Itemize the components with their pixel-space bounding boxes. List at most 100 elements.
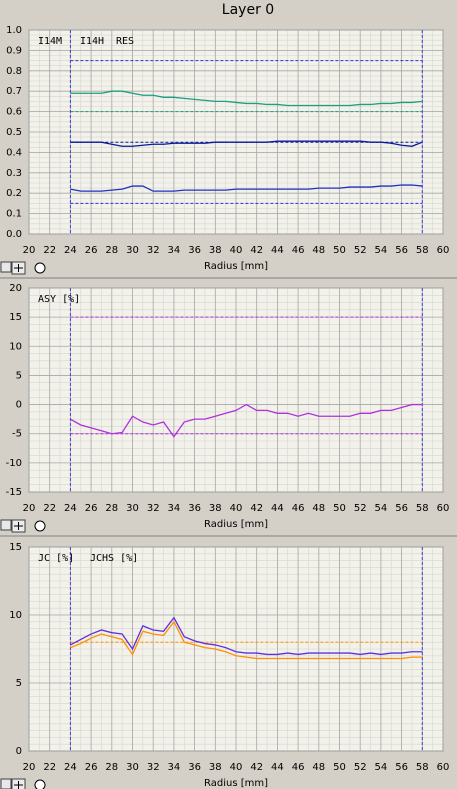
x-tick-label: 54 <box>375 245 388 256</box>
x-tick-label: 48 <box>312 503 325 514</box>
x-tick-label: 38 <box>209 503 222 514</box>
x-tick-label: 28 <box>105 762 118 773</box>
x-tick-label: 26 <box>85 503 98 514</box>
x-tick-label: 42 <box>250 503 263 514</box>
legend-entry: I14M <box>38 36 62 47</box>
y-tick-label: 0 <box>16 746 22 757</box>
y-tick-label: 0.6 <box>6 107 22 118</box>
x-tick-label: 52 <box>354 245 367 256</box>
x-tick-label: 34 <box>168 762 181 773</box>
legend-entry: JC [%] <box>38 553 74 564</box>
x-axis-label: Radius [mm] <box>204 261 268 272</box>
y-tick-label: 0 <box>16 400 22 411</box>
legend-entry: I14H <box>80 36 104 47</box>
x-tick-label: 50 <box>333 245 346 256</box>
y-tick-label: -15 <box>6 487 22 498</box>
pan-icon <box>34 262 46 274</box>
x-tick-label: 58 <box>416 245 429 256</box>
y-tick-label: 0.5 <box>6 127 22 138</box>
x-tick-label: 46 <box>292 762 305 773</box>
y-tick-label: 0.7 <box>6 86 22 97</box>
series-line <box>70 90 423 107</box>
zoom-icon <box>0 778 12 789</box>
y-tick-label: 0.3 <box>6 168 22 179</box>
y-tick-label: 0.4 <box>6 147 22 158</box>
y-tick-label: 20 <box>9 283 22 294</box>
pan-icon <box>34 779 46 789</box>
series-line <box>70 616 423 656</box>
x-tick-label: 24 <box>64 503 77 514</box>
x-tick-label: 50 <box>333 503 346 514</box>
x-axis-label: Radius [mm] <box>204 778 268 789</box>
x-tick-label: 32 <box>147 245 160 256</box>
x-tick-label: 30 <box>126 245 139 256</box>
y-tick-label: 0.8 <box>6 66 22 77</box>
y-tick-label: -10 <box>6 458 22 469</box>
x-tick-label: 28 <box>105 245 118 256</box>
y-tick-label: 5 <box>16 370 22 381</box>
y-tick-label: 0.2 <box>6 188 22 199</box>
x-tick-label: 44 <box>271 762 284 773</box>
y-tick-label: -5 <box>12 429 22 440</box>
zoom-icon <box>0 261 12 273</box>
x-tick-label: 40 <box>230 762 243 773</box>
x-tick-label: 46 <box>292 503 305 514</box>
x-tick-label: 22 <box>43 503 56 514</box>
pan-icon <box>34 520 46 532</box>
x-tick-label: 50 <box>333 762 346 773</box>
x-tick-label: 20 <box>23 245 36 256</box>
y-tick-label: 10 <box>9 610 22 621</box>
x-tick-label: 34 <box>168 245 181 256</box>
y-tick-label: 15 <box>9 312 22 323</box>
window-title: Layer 0 <box>222 2 274 18</box>
x-tick-label: 38 <box>209 245 222 256</box>
x-tick-label: 22 <box>43 245 56 256</box>
x-tick-label: 56 <box>395 503 408 514</box>
legend-entry: RES <box>116 36 134 47</box>
x-tick-label: 48 <box>312 245 325 256</box>
x-tick-label: 24 <box>64 245 77 256</box>
legend-entry: ASY [%] <box>38 294 80 305</box>
x-tick-label: 58 <box>416 762 429 773</box>
x-tick-label: 42 <box>250 762 263 773</box>
x-tick-label: 58 <box>416 503 429 514</box>
x-tick-label: 44 <box>271 245 284 256</box>
x-tick-label: 54 <box>375 762 388 773</box>
x-tick-label: 26 <box>85 245 98 256</box>
x-tick-label: 56 <box>395 245 408 256</box>
x-tick-label: 30 <box>126 503 139 514</box>
x-tick-label: 20 <box>23 762 36 773</box>
x-tick-label: 30 <box>126 762 139 773</box>
x-tick-label: 40 <box>230 503 243 514</box>
x-tick-label: 24 <box>64 762 77 773</box>
x-tick-label: 36 <box>188 245 201 256</box>
x-tick-label: 46 <box>292 245 305 256</box>
x-tick-label: 60 <box>437 245 450 256</box>
x-tick-label: 56 <box>395 762 408 773</box>
legend-entry: JCHS [%] <box>90 553 138 564</box>
x-tick-label: 36 <box>188 762 201 773</box>
x-tick-label: 32 <box>147 503 160 514</box>
y-tick-label: 0.9 <box>6 45 22 56</box>
x-tick-label: 26 <box>85 762 98 773</box>
x-axis-label: Radius [mm] <box>204 519 268 530</box>
x-tick-label: 28 <box>105 503 118 514</box>
x-tick-label: 22 <box>43 762 56 773</box>
x-tick-label: 52 <box>354 762 367 773</box>
y-tick-label: 0.1 <box>6 209 22 220</box>
x-tick-label: 38 <box>209 762 222 773</box>
y-tick-label: 15 <box>9 542 22 553</box>
x-tick-label: 34 <box>168 503 181 514</box>
y-tick-label: 0.0 <box>6 229 22 240</box>
x-tick-label: 60 <box>437 503 450 514</box>
x-tick-label: 36 <box>188 503 201 514</box>
zoom-icon <box>0 519 12 531</box>
x-tick-label: 54 <box>375 503 388 514</box>
y-tick-label: 5 <box>16 678 22 689</box>
x-tick-label: 40 <box>230 245 243 256</box>
x-tick-label: 44 <box>271 503 284 514</box>
series-line <box>70 184 423 192</box>
x-tick-label: 20 <box>23 503 36 514</box>
series-line <box>70 140 423 147</box>
